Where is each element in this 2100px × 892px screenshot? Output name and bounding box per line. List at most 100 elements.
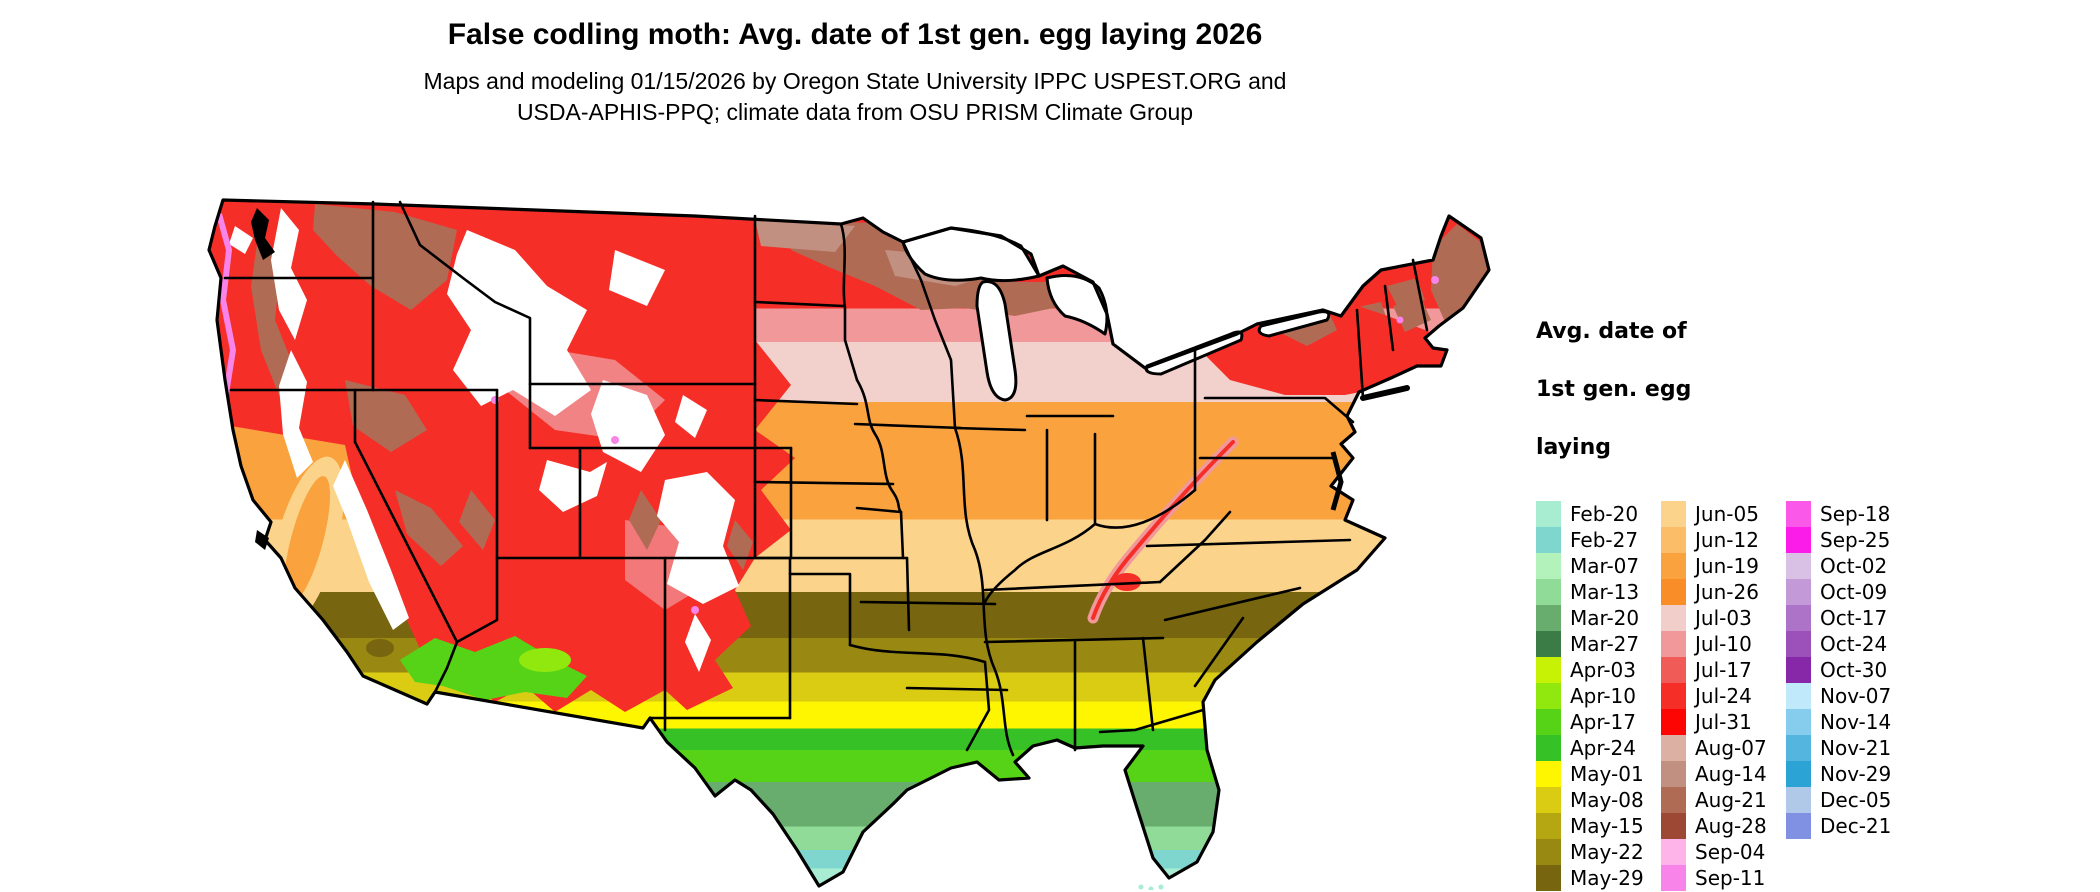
legend-entry: Aug-14 xyxy=(1661,761,1783,787)
appalachian-ridge xyxy=(1087,436,1239,624)
legend-swatch xyxy=(1786,787,1811,813)
legend-label: Sep-11 xyxy=(1695,866,1766,890)
legend-entry: Sep-25 xyxy=(1786,527,1908,553)
legend-swatch xyxy=(1786,605,1811,631)
legend-entry: Jul-17 xyxy=(1661,657,1783,683)
legend-entry: Aug-21 xyxy=(1661,787,1783,813)
title-block: False codling moth: Avg. date of 1st gen… xyxy=(0,18,1710,128)
legend-label: Jun-19 xyxy=(1695,554,1759,578)
legend-swatch xyxy=(1536,501,1561,527)
chesapeake-bay xyxy=(1330,451,1344,511)
legend-label: Dec-21 xyxy=(1820,814,1892,838)
legend-label: Sep-04 xyxy=(1695,840,1766,864)
legend-swatch xyxy=(1786,631,1811,657)
legend-swatch xyxy=(1661,735,1686,761)
legend-label: May-01 xyxy=(1570,762,1644,786)
legend-swatch xyxy=(1661,605,1686,631)
legend-label: May-29 xyxy=(1570,866,1644,890)
legend-entry: Jun-19 xyxy=(1661,553,1783,579)
legend-column-3: Sep-18 Sep-25 Oct-02 Oct-09 Oct-17 Oct-24 Oct-… xyxy=(1786,501,1908,891)
legend-entry: Jul-10 xyxy=(1661,631,1783,657)
legend-swatch xyxy=(1661,865,1686,891)
legend-swatch xyxy=(1661,501,1686,527)
legend-entry: Aug-07 xyxy=(1661,735,1783,761)
legend-entry: Oct-30 xyxy=(1786,657,1908,683)
legend-swatch xyxy=(1661,813,1686,839)
legend-entry: Feb-20 xyxy=(1536,501,1658,527)
legend-swatch xyxy=(1661,787,1686,813)
legend-label: Feb-27 xyxy=(1570,528,1639,552)
page-title: False codling moth: Avg. date of 1st gen… xyxy=(447,18,1263,51)
legend-entry: May-22 xyxy=(1536,839,1658,865)
legend-swatch xyxy=(1786,761,1811,787)
page-subtitle: Maps and modeling 01/15/2026 by Oregon S… xyxy=(0,66,1710,128)
legend-swatch xyxy=(1536,527,1561,553)
legend-entry: Apr-10 xyxy=(1536,683,1658,709)
legend-label: Jun-05 xyxy=(1695,502,1759,526)
us-coastline xyxy=(207,198,1491,888)
us-map xyxy=(195,190,1505,892)
legend-label: Jul-10 xyxy=(1695,632,1752,656)
legend-label: Jul-03 xyxy=(1695,606,1752,630)
legend-label: Dec-05 xyxy=(1820,788,1892,812)
legend-entry: Mar-07 xyxy=(1536,553,1658,579)
legend-swatch xyxy=(1661,761,1686,787)
legend-swatch xyxy=(1536,839,1561,865)
legend-label: Oct-17 xyxy=(1820,606,1888,630)
legend-label: Aug-28 xyxy=(1695,814,1767,838)
legend-label: Oct-09 xyxy=(1820,580,1888,604)
legend-label: Nov-29 xyxy=(1820,762,1892,786)
legend-swatch xyxy=(1536,553,1561,579)
legend-label: Oct-30 xyxy=(1820,658,1888,682)
legend-swatch xyxy=(1536,579,1561,605)
legend-entry: Jun-12 xyxy=(1661,527,1783,553)
legend-entry: Jul-03 xyxy=(1661,605,1783,631)
legend-title-line-2: 1st gen. egg xyxy=(1536,377,1692,402)
legend-label: Mar-13 xyxy=(1570,580,1640,604)
lake-michigan xyxy=(975,279,1018,402)
legend-label: Oct-24 xyxy=(1820,632,1888,656)
legend-label: Oct-02 xyxy=(1820,554,1888,578)
legend-entry: Jul-24 xyxy=(1661,683,1783,709)
san-francisco-bay xyxy=(255,530,269,550)
legend-swatch xyxy=(1661,683,1686,709)
legend-label: Sep-18 xyxy=(1820,502,1891,526)
legend-swatch xyxy=(1661,657,1686,683)
legend-entry: Nov-14 xyxy=(1786,709,1908,735)
legend-label: Jul-24 xyxy=(1695,684,1752,708)
legend-entry: Sep-11 xyxy=(1661,865,1783,891)
legend-label: Jul-17 xyxy=(1695,658,1752,682)
legend-label: Aug-14 xyxy=(1695,762,1767,786)
legend-swatch xyxy=(1786,709,1811,735)
legend-entry: May-08 xyxy=(1536,787,1658,813)
legend-swatch xyxy=(1536,605,1561,631)
legend-swatch xyxy=(1786,527,1811,553)
legend-swatch xyxy=(1661,631,1686,657)
legend-swatch xyxy=(1536,735,1561,761)
us-map-svg xyxy=(207,198,1491,892)
subtitle-line-2: USDA-APHIS-PPQ; climate data from OSU PR… xyxy=(516,99,1194,125)
legend-label: Apr-24 xyxy=(1570,736,1636,760)
legend-label: Nov-14 xyxy=(1820,710,1892,734)
legend-column-2: Jun-05 Jun-12 Jun-19 Jun-26 Jul-03 Jul-10 Jul-… xyxy=(1661,501,1783,891)
legend-label: Apr-03 xyxy=(1570,658,1636,682)
legend-entry: Oct-17 xyxy=(1786,605,1908,631)
legend-entry: Sep-04 xyxy=(1661,839,1783,865)
legend-columns: Feb-20 Feb-27 Mar-07 Mar-13 Mar-20 Mar-27 Apr-… xyxy=(1536,501,2076,891)
legend-entry: Dec-05 xyxy=(1786,787,1908,813)
legend-swatch xyxy=(1536,631,1561,657)
legend-entry: Apr-03 xyxy=(1536,657,1658,683)
coastal-water-features xyxy=(251,208,1410,550)
legend-entry: Apr-24 xyxy=(1536,735,1658,761)
legend-entry: Mar-20 xyxy=(1536,605,1658,631)
legend-entry: May-01 xyxy=(1536,761,1658,787)
legend-label: Aug-07 xyxy=(1695,736,1767,760)
legend-swatch xyxy=(1786,553,1811,579)
legend-entry: Oct-09 xyxy=(1786,579,1908,605)
legend-swatch xyxy=(1661,527,1686,553)
legend-entry: Mar-13 xyxy=(1536,579,1658,605)
legend-entry: Sep-18 xyxy=(1786,501,1908,527)
legend-entry: Dec-21 xyxy=(1786,813,1908,839)
legend-swatch xyxy=(1536,683,1561,709)
